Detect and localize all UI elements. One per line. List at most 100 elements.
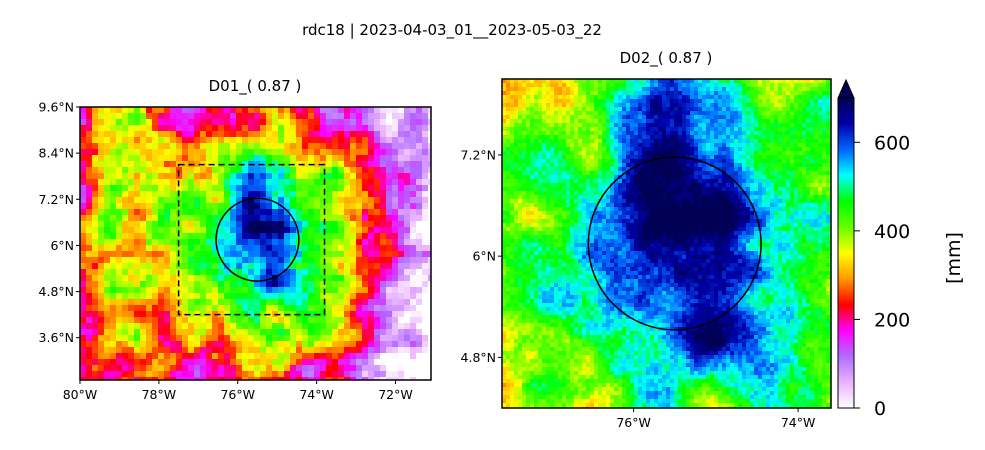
heatmap-cell (146, 245, 153, 252)
heatmap-cell (538, 91, 543, 96)
heatmap-cell (392, 317, 399, 324)
heatmap-cell (510, 143, 515, 148)
heatmap-cell (194, 203, 201, 210)
heatmap-cell (558, 99, 563, 104)
heatmap-cell (550, 123, 555, 128)
heatmap-cell (730, 99, 735, 104)
heatmap-cell (622, 131, 627, 136)
heatmap-cell (698, 179, 703, 184)
heatmap-cell (164, 269, 171, 276)
heatmap-cell (272, 371, 279, 378)
heatmap-cell (350, 107, 357, 114)
heatmap-cell (170, 263, 177, 270)
heatmap-cell (398, 305, 405, 312)
heatmap-cell (810, 103, 815, 108)
heatmap-cell (590, 131, 595, 136)
heatmap-cell (602, 151, 607, 156)
heatmap-cell (236, 377, 243, 380)
heatmap-cell (80, 203, 87, 210)
heatmap-cell (356, 143, 363, 150)
heatmap-cell (344, 209, 351, 216)
heatmap-cell (272, 131, 279, 138)
heatmap-cell (98, 143, 105, 150)
heatmap-cell (140, 215, 147, 222)
heatmap-cell (110, 125, 117, 132)
heatmap-cell (538, 79, 543, 84)
heatmap-cell (742, 127, 747, 132)
heatmap-cell (152, 377, 159, 380)
heatmap-cell (674, 179, 679, 184)
heatmap-cell (92, 305, 99, 312)
heatmap-cell (502, 107, 507, 112)
heatmap-cell (344, 245, 351, 252)
heatmap-cell (690, 95, 695, 100)
heatmap-cell (754, 79, 759, 84)
heatmap-cell (510, 83, 515, 88)
heatmap-cell (134, 359, 141, 366)
heatmap-cell (514, 155, 519, 160)
heatmap-cell (116, 293, 123, 300)
heatmap-cell (146, 185, 153, 192)
heatmap-cell (110, 287, 117, 294)
heatmap-cell (730, 131, 735, 136)
heatmap-cell (766, 183, 771, 188)
heatmap-cell (598, 171, 603, 176)
heatmap-cell (212, 173, 219, 180)
heatmap-cell (224, 113, 231, 120)
heatmap-cell (698, 83, 703, 88)
heatmap-cell (254, 329, 261, 336)
heatmap-cell (200, 335, 207, 342)
heatmap-cell (326, 179, 333, 186)
heatmap-cell (218, 341, 225, 348)
heatmap-cell (790, 167, 795, 172)
heatmap-cell (542, 119, 547, 124)
heatmap-cell (622, 127, 627, 132)
heatmap-cell (534, 95, 539, 100)
heatmap-cell (236, 347, 243, 354)
heatmap-cell (296, 353, 303, 360)
heatmap-cell (574, 87, 579, 92)
heatmap-cell (594, 107, 599, 112)
heatmap-cell (666, 119, 671, 124)
heatmap-cell (170, 149, 177, 156)
heatmap-cell (510, 179, 515, 184)
heatmap-cell (128, 287, 135, 294)
heatmap-cell (618, 167, 623, 172)
heatmap-cell (80, 263, 87, 270)
heatmap-cell (738, 99, 743, 104)
heatmap-cell (782, 167, 787, 172)
heatmap-cell (802, 115, 807, 120)
heatmap-cell (642, 83, 647, 88)
heatmap-cell (236, 329, 243, 336)
heatmap-cell (550, 175, 555, 180)
heatmap-cell (152, 281, 159, 288)
heatmap-cell (786, 139, 791, 144)
heatmap-cell (786, 163, 791, 168)
heatmap-cell (622, 139, 627, 144)
heatmap-cell (284, 257, 291, 264)
heatmap-cell (158, 281, 165, 288)
heatmap-cell (290, 125, 297, 132)
heatmap-cell (416, 221, 423, 228)
heatmap-cell (782, 139, 787, 144)
heatmap-cell (670, 131, 675, 136)
heatmap-cell (254, 221, 261, 228)
heatmap-cell (786, 167, 791, 172)
heatmap-cell (332, 323, 339, 330)
heatmap-cell (122, 161, 129, 168)
heatmap-cell (666, 179, 671, 184)
heatmap-cell (670, 79, 675, 84)
heatmap-cell (116, 149, 123, 156)
heatmap-cell (392, 137, 399, 144)
heatmap-cell (368, 275, 375, 282)
heatmap-cell (814, 143, 819, 148)
heatmap-cell (646, 91, 651, 96)
heatmap-cell (194, 215, 201, 222)
heatmap-cell (164, 317, 171, 324)
heatmap-cell (428, 155, 431, 162)
heatmap-cell (404, 191, 411, 198)
heatmap-cell (410, 275, 417, 282)
heatmap-cell (122, 317, 129, 324)
heatmap-cell (266, 329, 273, 336)
heatmap-cell (782, 87, 787, 92)
